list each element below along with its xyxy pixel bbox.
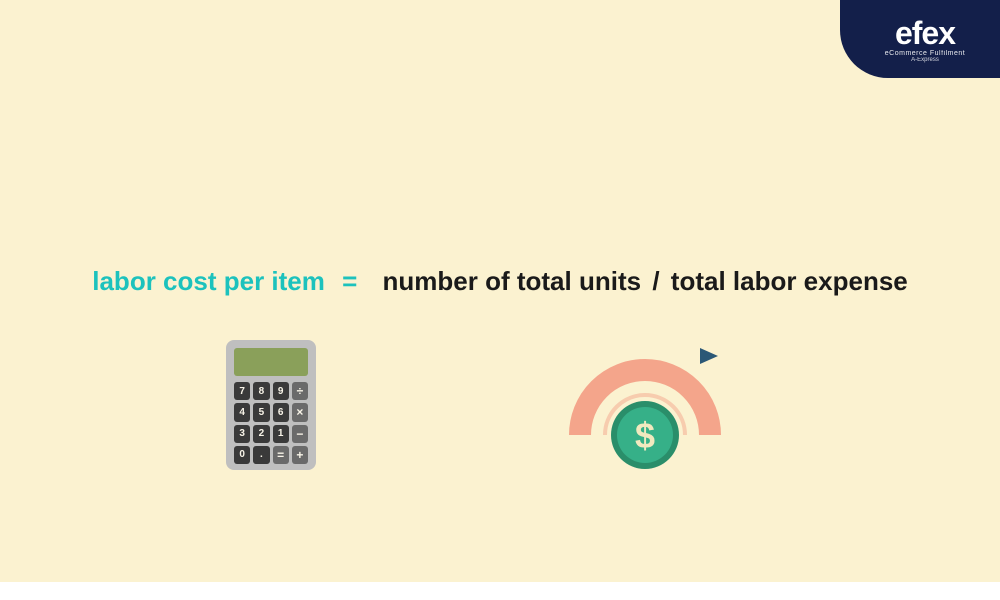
- dollar-gauge-icon: $: [560, 340, 730, 490]
- calc-key-1: 1: [273, 425, 289, 443]
- calc-key-7: 7: [234, 382, 250, 400]
- formula-row: labor cost per item = number of total un…: [0, 266, 1000, 297]
- brand-logo-sub2: A-Express: [911, 57, 939, 63]
- calc-key-2: 2: [253, 425, 269, 443]
- calc-key-8: 8: [253, 382, 269, 400]
- brand-logo-sub1: eCommerce Fulfilment: [885, 50, 965, 57]
- calc-key-9: 9: [273, 382, 289, 400]
- calc-key-dot: .: [253, 446, 269, 464]
- calc-key-0: 0: [234, 446, 250, 464]
- dollar-sign-icon: $: [635, 415, 655, 456]
- formula-numerator: number of total units: [383, 266, 642, 296]
- calc-key-div: ÷: [292, 382, 308, 400]
- gauge-svg: $: [560, 340, 730, 490]
- calc-key-mul: ×: [292, 403, 308, 421]
- calc-key-sub: −: [292, 425, 308, 443]
- brand-logo-bubble: efex eCommerce Fulfilment A-Express: [840, 0, 1000, 78]
- calc-key-4: 4: [234, 403, 250, 421]
- calc-key-eq: =: [273, 446, 289, 464]
- calculator-keypad: 7 8 9 ÷ 4 5 6 × 3 2 1 − 0 . = +: [234, 382, 308, 464]
- infographic-canvas: efex eCommerce Fulfilment A-Express labo…: [0, 0, 1000, 582]
- calc-key-5: 5: [253, 403, 269, 421]
- calculator-icon: 7 8 9 ÷ 4 5 6 × 3 2 1 − 0 . = +: [226, 340, 316, 470]
- calc-key-3: 3: [234, 425, 250, 443]
- formula-separator: /: [652, 266, 659, 296]
- calc-key-6: 6: [273, 403, 289, 421]
- formula-denominator: total labor expense: [671, 266, 908, 296]
- calculator-screen: [234, 348, 308, 376]
- gauge-marker-icon: [700, 348, 718, 364]
- formula-equals: =: [342, 266, 357, 296]
- formula-lhs: labor cost per item: [92, 266, 325, 296]
- brand-logo-text: efex: [895, 15, 955, 52]
- calc-key-add: +: [292, 446, 308, 464]
